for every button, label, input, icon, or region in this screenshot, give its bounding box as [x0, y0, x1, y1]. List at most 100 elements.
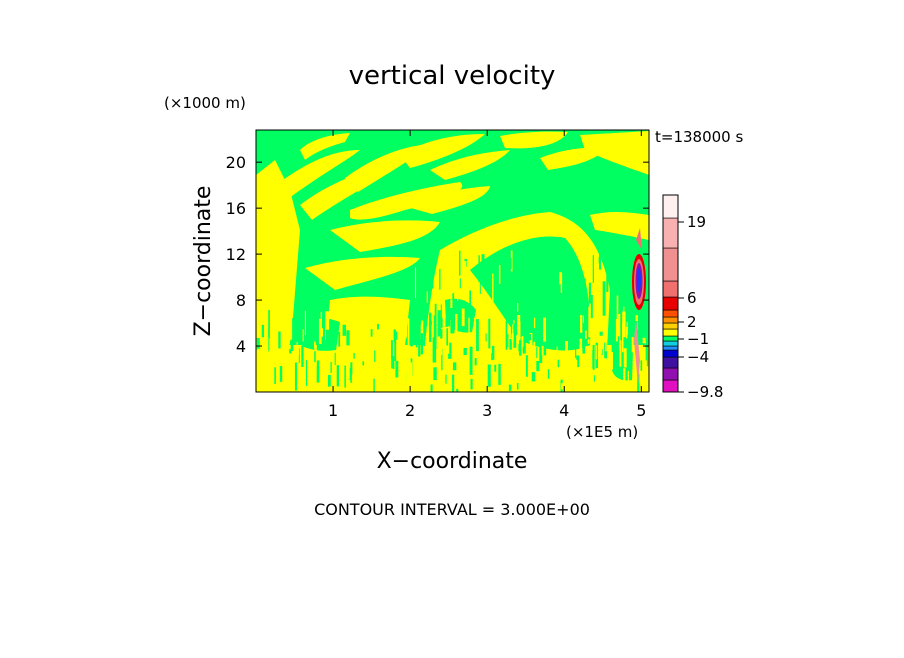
speckle — [590, 371, 594, 392]
speckle — [306, 359, 308, 387]
speckle — [518, 321, 521, 341]
colorbar-swatch — [662, 367, 679, 381]
speckle — [485, 333, 487, 342]
speckle — [605, 340, 607, 352]
speckle — [336, 365, 339, 387]
colorbar-swatch — [662, 217, 679, 249]
speckle — [310, 329, 313, 337]
speckle — [395, 358, 399, 378]
speckle — [313, 386, 317, 392]
speckle — [457, 273, 459, 301]
speckle — [628, 333, 632, 357]
speckle — [305, 363, 307, 392]
speckle — [367, 366, 369, 388]
speckle — [488, 318, 491, 349]
speckle — [391, 340, 393, 359]
speckle — [583, 315, 585, 330]
speckle — [644, 360, 647, 389]
speckle — [408, 333, 412, 346]
speckle — [292, 329, 296, 334]
speckle — [318, 318, 322, 344]
speckle — [479, 332, 482, 338]
speckle — [556, 272, 559, 291]
speckle — [574, 288, 576, 319]
speckle — [497, 267, 499, 286]
speckle — [540, 326, 544, 357]
contour-interval-footer: CONTOUR INTERVAL = 3.000E+00 — [314, 500, 590, 519]
colorbar-swatch — [662, 322, 679, 330]
speckle — [461, 358, 464, 367]
speckle — [593, 375, 595, 382]
speckle — [455, 314, 458, 341]
speckle — [522, 328, 526, 354]
speckle — [365, 341, 369, 352]
speckle — [396, 339, 400, 361]
speckle — [367, 314, 371, 330]
speckle — [381, 381, 384, 391]
speckle — [617, 336, 620, 364]
x-tick-label: 1 — [328, 401, 338, 420]
speckle — [568, 371, 572, 376]
speckle — [623, 348, 627, 368]
speckle — [421, 360, 425, 371]
speckle — [261, 324, 265, 338]
speckle — [491, 353, 494, 361]
colorbar-label: 2 — [687, 313, 697, 331]
speckle — [459, 278, 461, 289]
speckle — [373, 378, 375, 392]
speckle — [411, 375, 414, 385]
plot-area — [256, 130, 649, 392]
speckle — [533, 317, 536, 329]
colorbar-label: −1 — [687, 330, 709, 348]
speckle — [481, 254, 485, 263]
speckle — [576, 355, 580, 368]
speckle — [623, 368, 626, 383]
y-axis: 4 8 12 16 20 — [226, 153, 649, 356]
x-unit-label: (×1E5 m) — [566, 423, 638, 441]
speckle — [510, 258, 512, 269]
speckle — [410, 339, 414, 347]
speckle — [288, 312, 293, 340]
y-axis-label: Z−coordinate — [191, 186, 216, 337]
speckle — [588, 306, 592, 338]
speckle — [606, 362, 609, 376]
speckle — [513, 320, 515, 325]
speckle — [446, 328, 449, 346]
speckle — [587, 339, 590, 344]
colorbar-label: 6 — [687, 289, 697, 307]
speckle — [386, 380, 391, 392]
speckle — [598, 372, 602, 387]
speckle — [370, 376, 373, 392]
speckle — [354, 341, 357, 359]
speckle — [622, 311, 626, 338]
speckle — [640, 319, 644, 326]
speckle — [469, 290, 472, 312]
speckle — [527, 318, 530, 342]
speckle — [433, 367, 437, 381]
speckle — [434, 303, 437, 335]
plot-frame — [255, 129, 650, 393]
speckle — [297, 345, 300, 356]
speckle — [356, 361, 358, 370]
colorbar-swatch — [662, 296, 679, 311]
speckle — [515, 290, 517, 298]
speckle — [414, 267, 417, 299]
speckle — [353, 352, 355, 359]
speckle — [522, 324, 526, 336]
speckle — [389, 318, 392, 341]
speckle — [452, 293, 455, 323]
speckle — [543, 317, 547, 342]
speckle — [297, 318, 300, 328]
speckle — [598, 257, 601, 264]
speckle — [498, 264, 501, 284]
speckle — [479, 275, 481, 294]
speckle — [314, 351, 316, 363]
x-tick-label: 4 — [559, 401, 569, 420]
speckle — [278, 331, 281, 349]
speckle — [508, 384, 512, 391]
speckle — [601, 349, 603, 355]
speckle — [404, 325, 407, 340]
speckle — [584, 363, 587, 386]
speckle — [362, 361, 365, 366]
speckle — [430, 261, 434, 289]
